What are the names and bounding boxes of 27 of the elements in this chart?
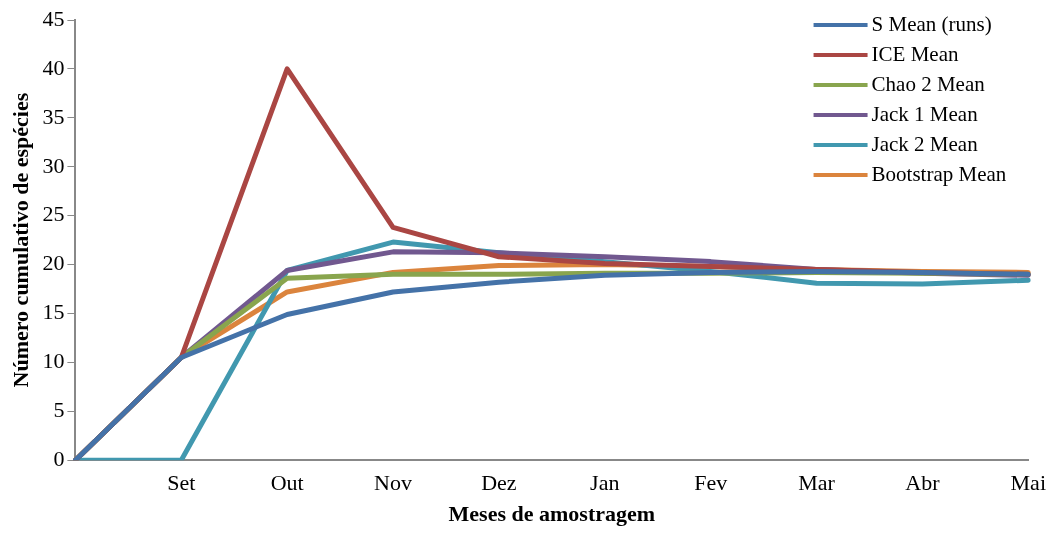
legend-label: Jack 2 Mean: [871, 131, 979, 156]
y-tick-label: 25: [42, 201, 65, 227]
x-tick-label: Nov: [374, 470, 412, 496]
y-axis-title: Número cumulativo de espécies: [7, 92, 33, 388]
legend-label: Chao 2 Mean: [871, 71, 986, 96]
x-axis-title: Meses de amostragem: [448, 501, 656, 527]
x-tick-label: Abr: [905, 470, 941, 496]
x-tick-label: Dez: [481, 470, 517, 496]
x-tick-label: Mai: [1010, 470, 1047, 496]
legend-label: S Mean (runs): [871, 11, 992, 36]
x-tick-label: Set: [167, 470, 196, 496]
y-tick-label: 45: [42, 5, 65, 31]
x-tick-label: Out: [270, 470, 304, 496]
x-tick-label: Fev: [694, 470, 728, 496]
y-tick-label: 15: [42, 299, 65, 325]
y-tick-label: 35: [42, 103, 65, 129]
x-tick-label: Mar: [798, 470, 836, 496]
legend-label: Jack 1 Mean: [871, 101, 979, 126]
x-tick-label: Jan: [590, 470, 620, 496]
y-tick-label: 5: [53, 397, 65, 423]
y-tick-label: 20: [42, 250, 65, 276]
legend-label: ICE Mean: [871, 41, 959, 66]
y-tick-label: 40: [42, 54, 65, 80]
y-tick-label: 30: [42, 152, 65, 178]
y-tick-label: 10: [42, 348, 65, 374]
y-tick-label: 0: [53, 445, 65, 471]
legend-label: Bootstrap Mean: [871, 161, 1007, 186]
